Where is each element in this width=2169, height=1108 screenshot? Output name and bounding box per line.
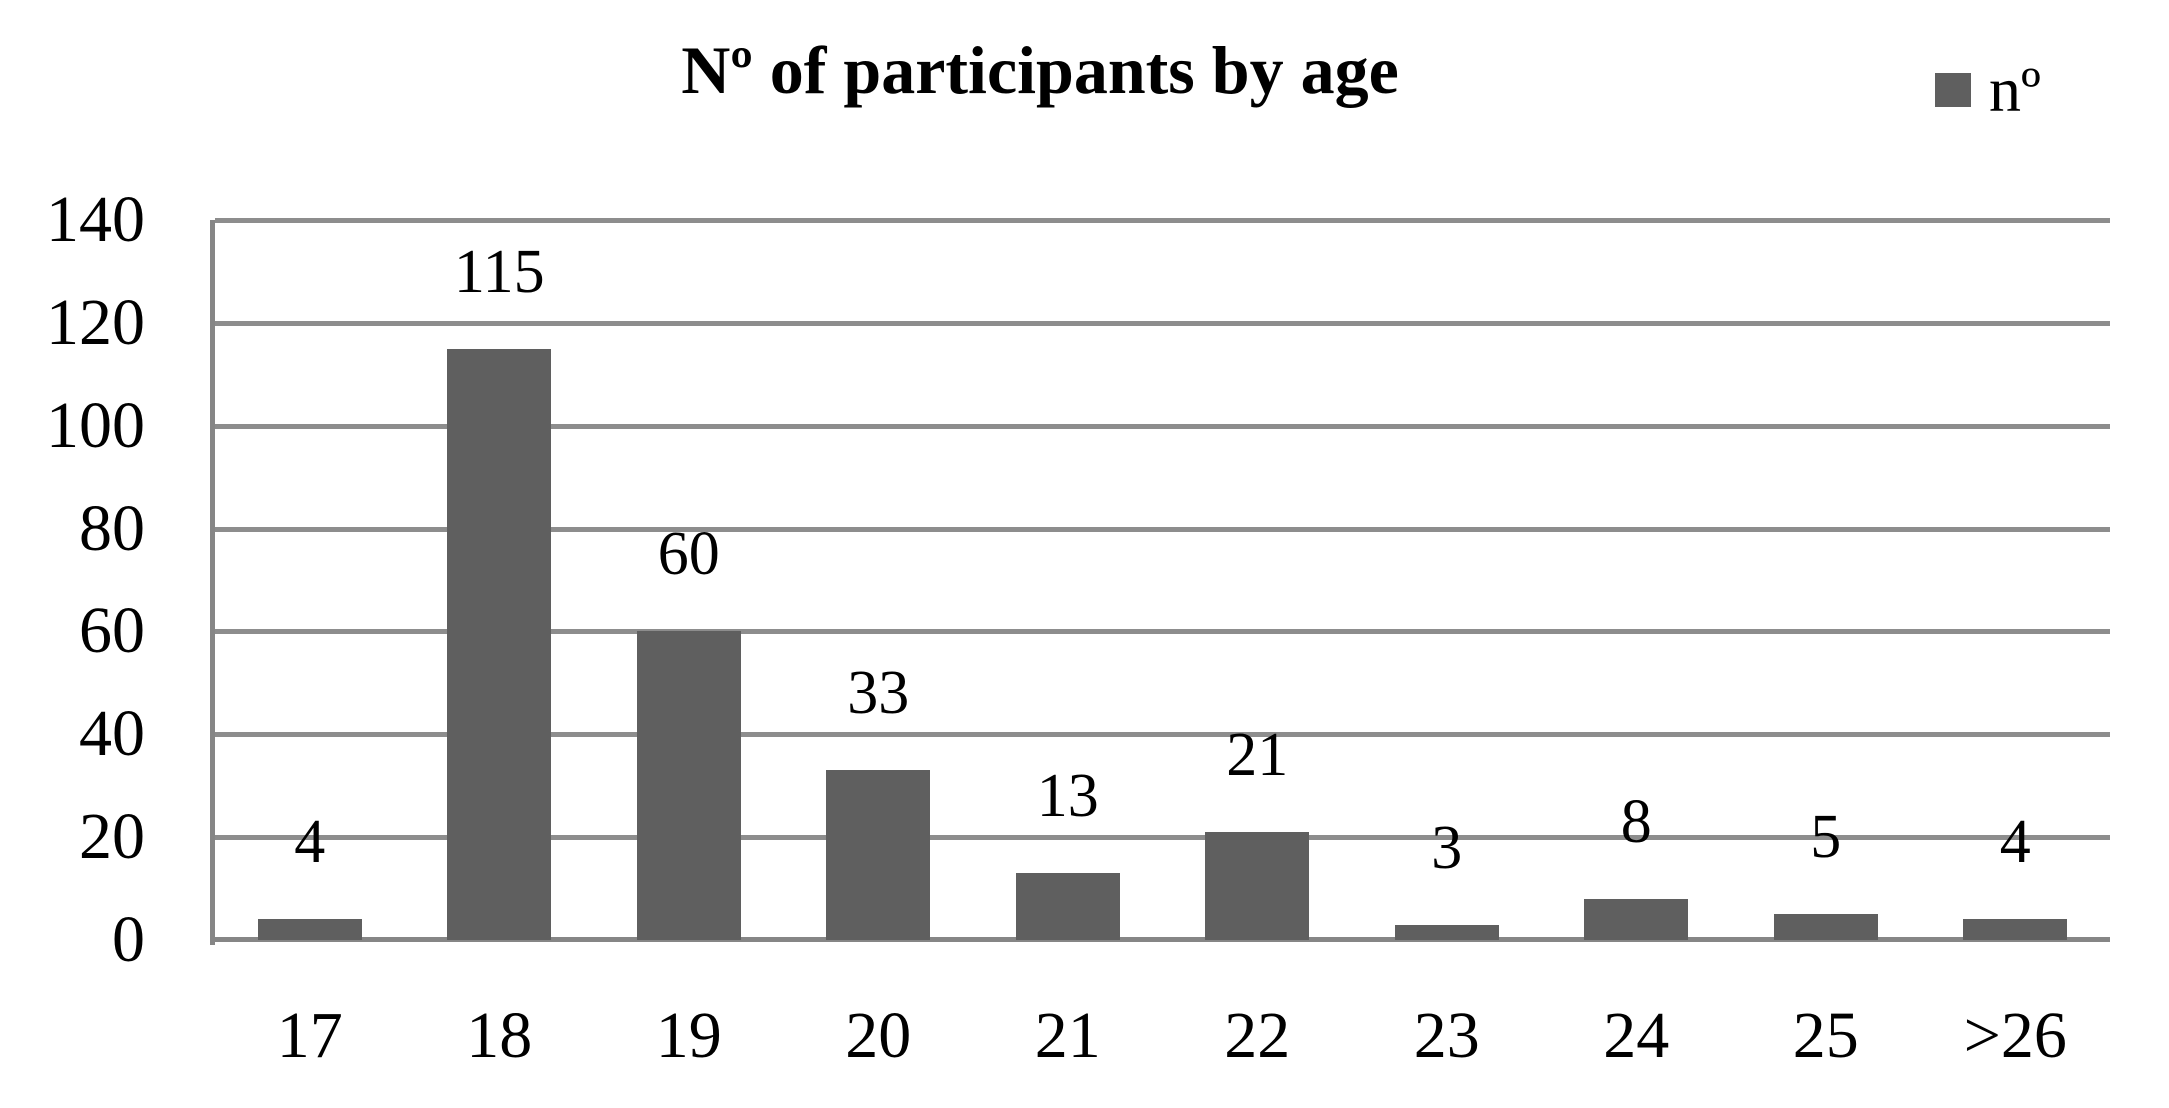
plot-area: 0 20 40 60 80 100 120 140 4 17 115 18 60 19 33 20 13 21 21… [46,187,2110,1069]
y-tick-label-140: 140 [46,183,145,256]
bar-25 [1773,914,1878,940]
gridline-y-80 [215,526,2110,532]
bar-21 [1015,873,1120,940]
y-tick-label-100: 100 [46,388,145,462]
bar-23 [1394,924,1499,940]
legend-swatch-icon [1935,73,1971,107]
x-tick-label-20: 20 [845,999,912,1072]
bar-value-label-17: 4 [294,808,326,877]
x-tick-label-21: 21 [1034,999,1101,1072]
legend: nº [1935,58,2041,122]
bar-22 [1205,832,1310,940]
bar-value-label-23: 3 [1431,813,1463,882]
gridline-y-100 [215,423,2110,429]
x-axis-line [215,937,2110,942]
x-tick-label-25: 25 [1792,999,1859,1072]
x-tick-label-17: 17 [276,999,343,1072]
x-tick-label-23: 23 [1413,999,1480,1072]
x-tick-label->26: >26 [1963,999,2067,1072]
y-tick-label-20: 20 [79,800,145,874]
bar-20 [826,770,931,940]
gridline-y-40 [215,732,2110,738]
legend-label: nº [1989,54,2041,125]
bar-value-label-22: 21 [1226,721,1289,789]
y-tick-label-120: 120 [46,285,145,359]
y-axis-line [210,220,215,945]
bar-18 [447,348,552,940]
chart-title: Nº of participants by age [681,32,1399,108]
y-tick-label-0: 0 [112,903,145,976]
gridline-y-120 [215,320,2110,326]
y-tick-label-80: 80 [79,491,145,565]
bar-value-label-19: 60 [657,520,720,589]
bar-value-label-21: 13 [1036,762,1099,831]
bar-24 [1584,898,1689,940]
bar-value-label->26: 4 [1999,808,2031,877]
y-tick-label-40: 40 [79,697,145,771]
gridline-y-60 [215,629,2110,635]
y-tick-label-60: 60 [79,594,145,668]
bar-value-label-20: 33 [847,659,910,728]
x-tick-label-22: 22 [1224,999,1291,1072]
bar-value-label-18: 115 [453,237,545,306]
bar->26 [1963,919,2068,940]
x-tick-label-19: 19 [655,999,722,1072]
x-tick-label-24: 24 [1603,999,1670,1072]
bar-17 [257,919,362,940]
bar-19 [636,631,741,940]
bar-value-label-25: 5 [1810,803,1842,872]
x-tick-label-18: 18 [466,999,533,1072]
gridline-y-140 [215,218,2110,223]
gridline-y-20 [215,835,2110,841]
bar-value-label-24: 8 [1620,787,1652,856]
